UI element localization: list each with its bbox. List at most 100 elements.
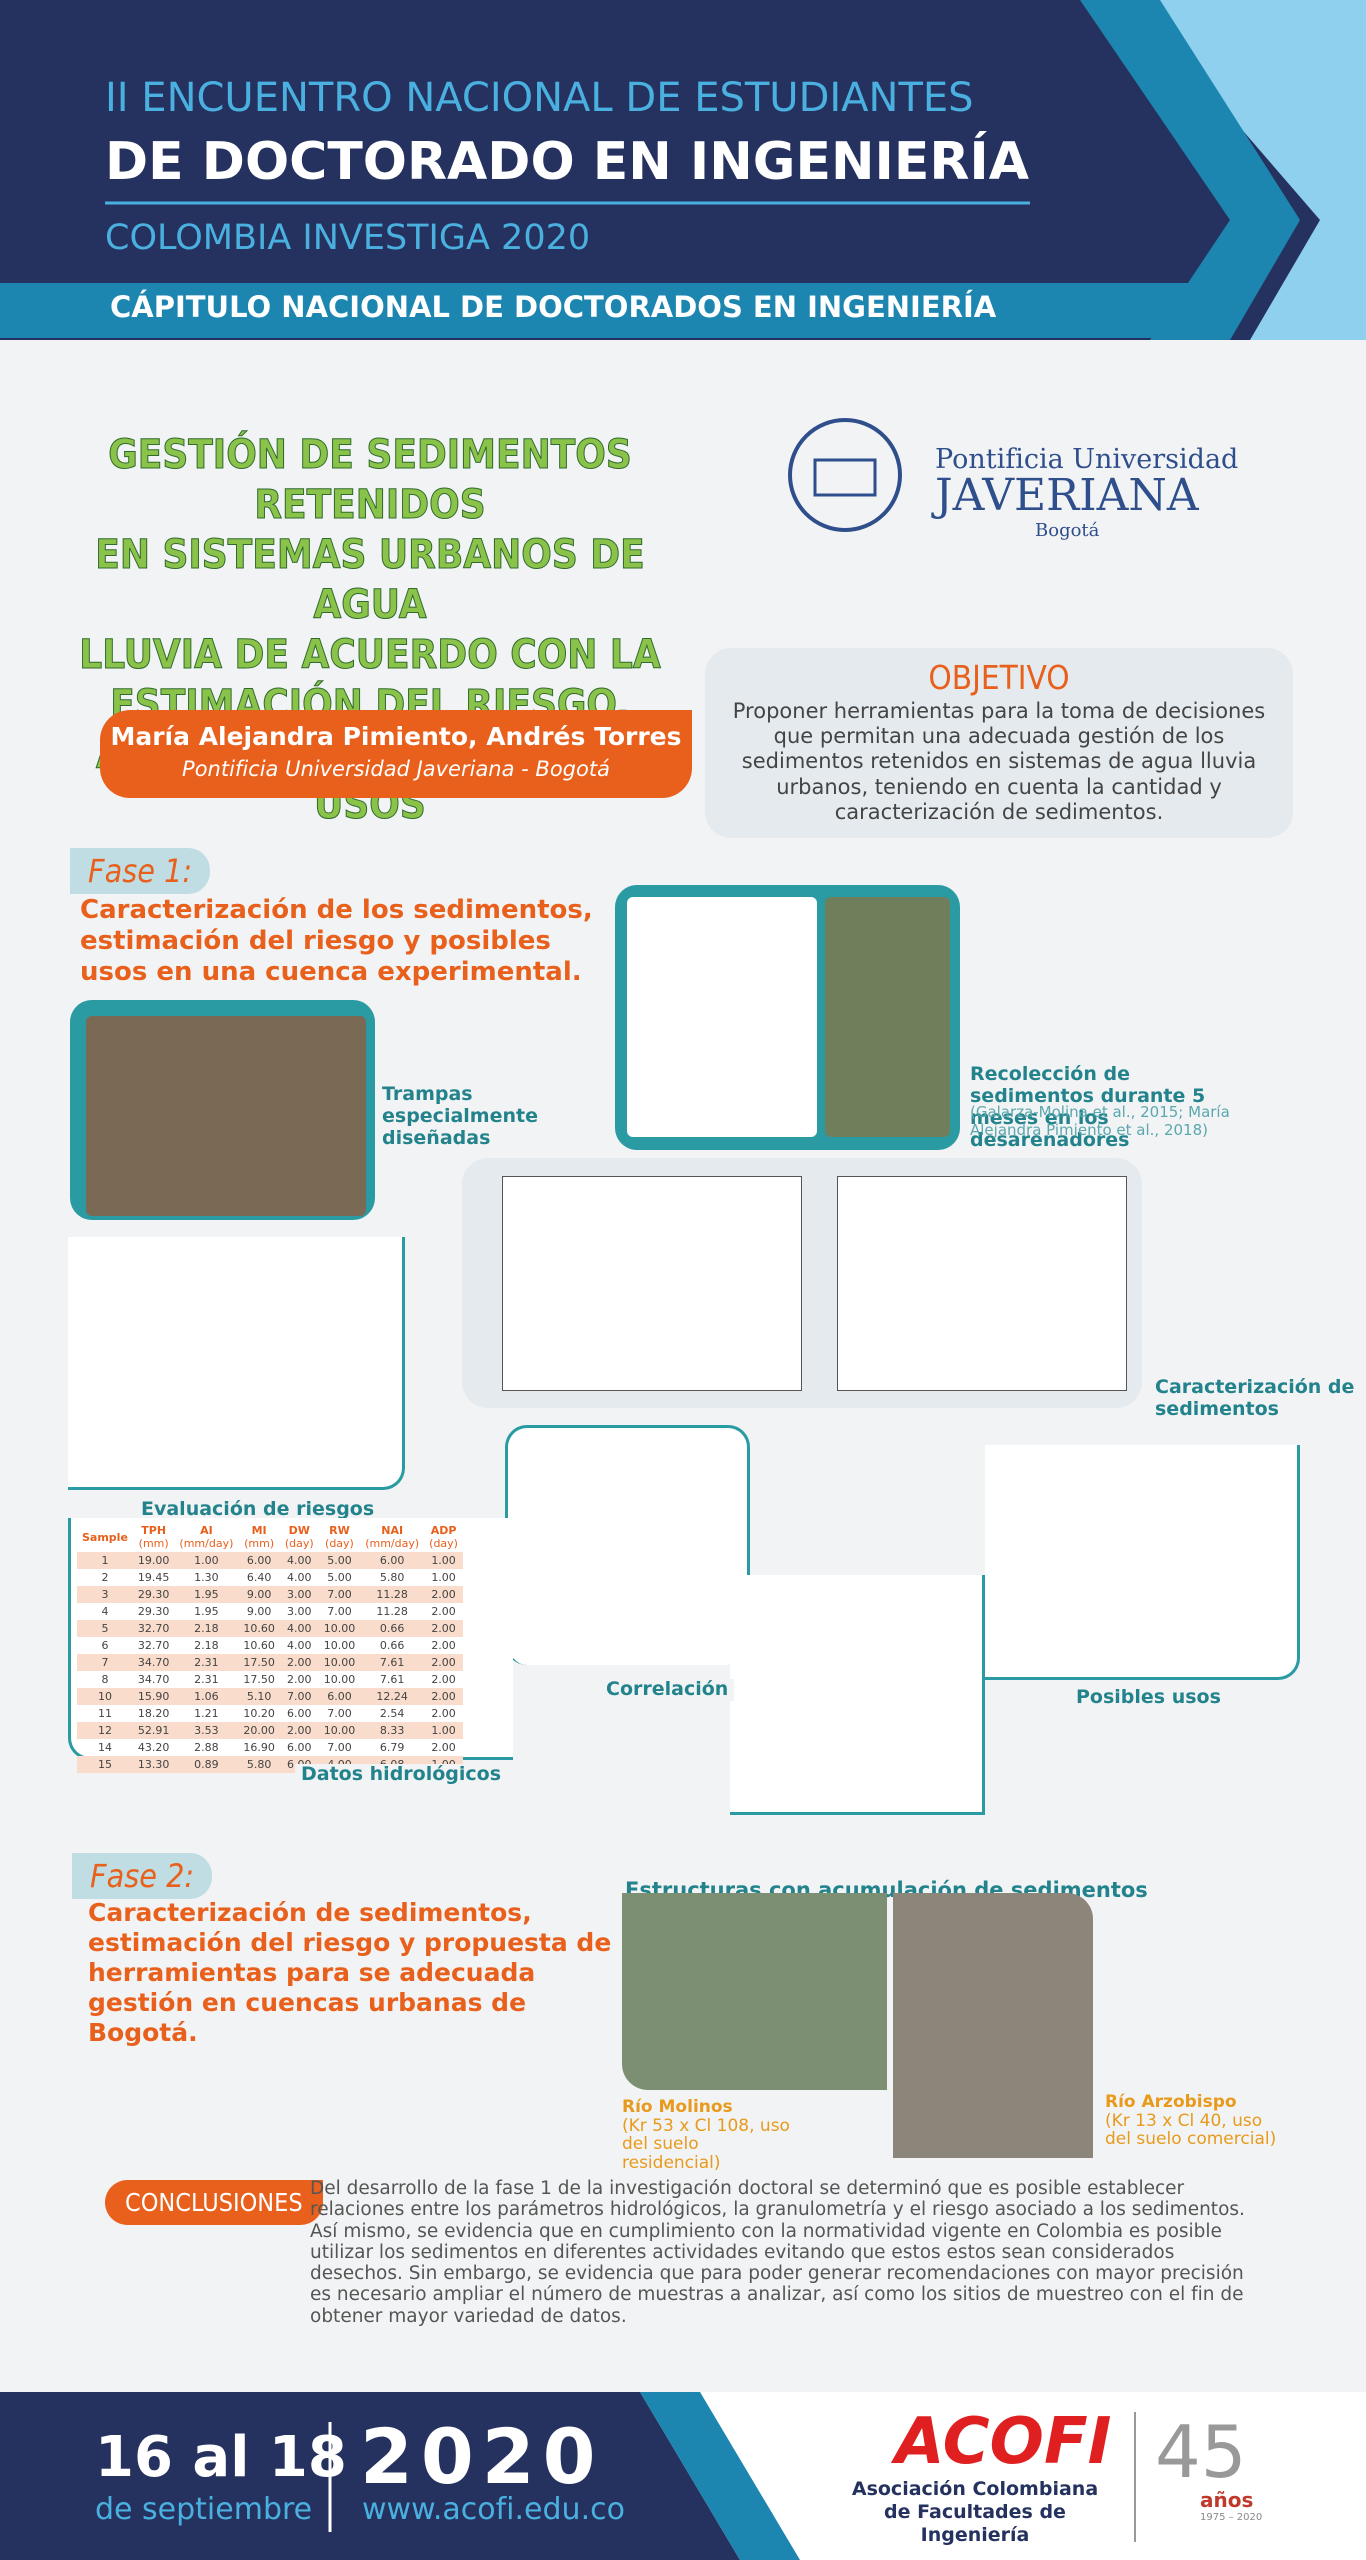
table-cell: 29.30 [137, 1605, 170, 1618]
site-detail: (Kr 13 x Cl 40, uso del suelo comercial) [1105, 2110, 1277, 2150]
logo-line3: Bogotá [1035, 520, 1100, 541]
table-cell: 10.60 [238, 1620, 280, 1637]
table-cell: 3.00 [287, 1605, 312, 1618]
table-cell: 34.70 [132, 1654, 175, 1671]
conclusions-text: Del desarrollo de la fase 1 de la invest… [310, 2178, 1245, 2327]
table-header-row: Sample TPH (mm) AI (mm/day) MI (mm) DW (day) RW (d… [77, 1522, 463, 1552]
table-cell: 0.66 [379, 1639, 405, 1652]
table-cell: 2.00 [431, 1639, 456, 1652]
characterization-caption: Caracterización de sedimentos [1155, 1376, 1355, 1420]
anniversary-word: años [1200, 2488, 1254, 2512]
table-cell: 2.00 [431, 1741, 456, 1754]
table-cell: 17.50 [243, 1673, 275, 1686]
grain-boxplot [502, 1176, 802, 1391]
logo-crest [788, 418, 902, 532]
metal-boxplot [837, 1176, 1127, 1391]
table-header-cell: ADP (day) [424, 1522, 463, 1552]
table-cell: 18.20 [137, 1707, 170, 1720]
table-cell: 6.00 [318, 1688, 361, 1705]
table-cell: 9.00 [238, 1586, 280, 1603]
table-cell: 4.00 [279, 1620, 319, 1637]
table-cell: 6 [101, 1639, 109, 1652]
table-cell: 1.00 [424, 1552, 463, 1569]
acofi-logo: ACOFI [895, 2405, 1112, 2479]
table-cell: 10.00 [323, 1673, 356, 1686]
table-header-cell: MI (mm) [238, 1522, 280, 1552]
table-cell: 8.33 [360, 1722, 425, 1739]
table-cell: 1 [77, 1552, 133, 1569]
table-row: 8 34.70 2.31 17.50 2.00 10.00 7.61 2.00 [77, 1671, 463, 1688]
table-cell: 10.00 [323, 1639, 356, 1652]
table-cell: 7.00 [279, 1688, 319, 1705]
table-cell: 6.40 [246, 1571, 272, 1584]
phase2-tag: Fase 2: [72, 1853, 213, 1899]
header-line2: DE DOCTORADO EN INGENIERÍA [105, 132, 1029, 192]
table-cell: 10.00 [318, 1654, 361, 1671]
table-row: 12 52.91 3.53 20.00 2.00 10.00 8.33 1.00 [77, 1722, 463, 1739]
site-name: Río Arzobispo [1105, 2092, 1237, 2112]
column-name: AI [200, 1524, 213, 1537]
table-cell: 4.00 [279, 1552, 319, 1569]
table-cell: 2.00 [431, 1605, 456, 1618]
table-cell: 7.61 [379, 1673, 405, 1686]
table-cell: 17.50 [238, 1654, 280, 1671]
table-cell: 2 [101, 1571, 109, 1584]
table-row: 3 29.30 1.95 9.00 3.00 7.00 11.28 2.00 [77, 1586, 463, 1603]
table-cell: 2.31 [174, 1654, 239, 1671]
table-cell: 19.45 [137, 1571, 170, 1584]
table-cell: 5.80 [238, 1756, 280, 1773]
column-unit: (day) [284, 1537, 314, 1550]
table-cell: 7 [77, 1654, 133, 1671]
table-row: 7 34.70 2.31 17.50 2.00 10.00 7.61 2.00 [77, 1654, 463, 1671]
table-cell: 9.00 [246, 1605, 272, 1618]
table-cell: 4.00 [287, 1571, 312, 1584]
table-row: 5 32.70 2.18 10.60 4.00 10.00 0.66 2.00 [77, 1620, 463, 1637]
table-cell: 32.70 [132, 1620, 175, 1637]
table-cell: 2.00 [424, 1586, 463, 1603]
column-name: Sample [82, 1530, 128, 1544]
table-cell: 12.24 [360, 1688, 425, 1705]
table-cell: 2.00 [431, 1673, 456, 1686]
table-cell: 2.54 [379, 1707, 405, 1720]
footer-bg [0, 2392, 1366, 2560]
arzobispo-caption: Río Arzobispo (Kr 13 x Cl 40, uso del sue… [1105, 2093, 1285, 2149]
table-cell: 2.00 [287, 1673, 312, 1686]
table-row: 6 32.70 2.18 10.60 4.00 10.00 0.66 2.00 [77, 1637, 463, 1654]
correlation-caption: Correlación [600, 1678, 735, 1701]
table-cell: 16.90 [243, 1741, 275, 1754]
table-cell: 5.00 [318, 1552, 361, 1569]
header-line3: COLOMBIA INVESTIGA 2020 [105, 218, 591, 258]
table-cell: 29.30 [132, 1586, 175, 1603]
table-cell: 6.79 [379, 1741, 405, 1754]
collection-ref: (Galarza-Molina et al., 2015; María Alej… [970, 1103, 1230, 1139]
table-cell: 19.00 [132, 1552, 175, 1569]
authors-affiliation: Pontificia Universidad Javeriana - Bogot… [182, 757, 610, 781]
table-cell: 7.00 [327, 1741, 352, 1754]
table-header-cell: Sample [77, 1522, 133, 1552]
table-cell: 2.00 [424, 1620, 463, 1637]
table-cell: 0.89 [174, 1756, 239, 1773]
table-cell: 3 [77, 1586, 133, 1603]
table-cell: 52.91 [132, 1722, 175, 1739]
table-cell: 6.00 [360, 1552, 425, 1569]
objective-box: OBJETIVO Proponer herramientas para la t… [705, 648, 1293, 838]
table-cell: 15.90 [132, 1688, 175, 1705]
table-cell: 3.00 [279, 1586, 319, 1603]
table-cell: 11 [97, 1707, 112, 1720]
phase1-text: Caracterización de los sedimentos, estim… [80, 895, 593, 988]
correlation-frame-2 [730, 1575, 985, 1815]
table-header-cell: TPH (mm) [133, 1522, 175, 1552]
table-cell: 1.00 [174, 1552, 239, 1569]
table-cell: 4 [101, 1605, 109, 1618]
table-header-cell: AI (mm/day) [174, 1522, 238, 1552]
conclusions-tag: CONCLUSIONES [105, 2180, 323, 2225]
title-line: LLUVIA DE ACUERDO CON LA [79, 632, 661, 679]
column-name: DW [288, 1524, 310, 1537]
table-cell: 6.00 [238, 1552, 280, 1569]
table-cell: 7.00 [327, 1707, 352, 1720]
anniversary-years: 1975 – 2020 [1200, 2512, 1263, 2523]
logo-line1: Pontificia Universidad [935, 444, 1239, 475]
column-name: TPH [141, 1524, 167, 1537]
column-name: MI [251, 1524, 267, 1537]
table-cell: 1.30 [194, 1571, 219, 1584]
